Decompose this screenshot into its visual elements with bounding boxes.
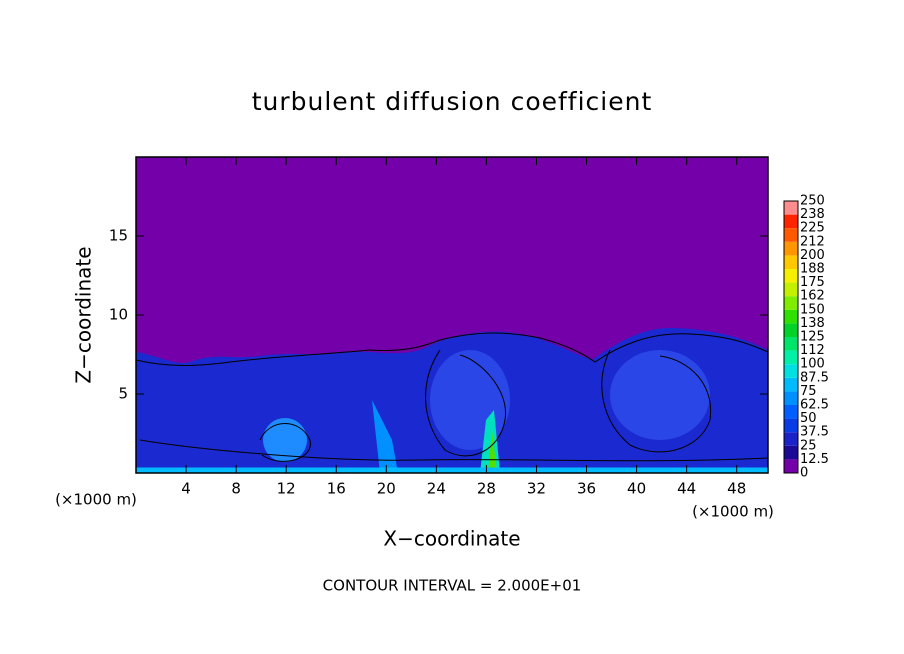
y-tick-label: 10 xyxy=(109,306,128,324)
contour-line xyxy=(425,349,506,457)
chart-title: turbulent diffusion coefficient xyxy=(252,87,653,116)
colorbar-band xyxy=(784,214,798,229)
colorbar-band xyxy=(784,323,798,337)
x-tick-label: 48 xyxy=(727,480,746,498)
contour-line xyxy=(259,423,311,462)
colorbar-label: 238 xyxy=(800,207,825,222)
eddy xyxy=(610,350,710,440)
colorbar-band xyxy=(784,255,798,269)
colorbar-label: 12.5 xyxy=(800,452,829,467)
y-tick-label: 5 xyxy=(118,385,128,403)
eddy xyxy=(263,418,307,462)
colorbar-band xyxy=(784,459,798,473)
colorbar-band xyxy=(784,350,798,365)
colorbar-label: 100 xyxy=(800,357,825,372)
x-tick-label: 12 xyxy=(277,480,296,498)
colorbar-label: 37.5 xyxy=(800,425,829,440)
x-unit-label: (×1000 m) xyxy=(692,503,774,521)
colorbar-band xyxy=(784,269,798,283)
x-tick-label: 28 xyxy=(477,480,496,498)
colorbar-label: 212 xyxy=(800,234,825,249)
colorbar-label: 225 xyxy=(800,221,825,236)
colorbar-band xyxy=(784,405,798,419)
colorbar-band xyxy=(784,445,798,460)
eddy xyxy=(430,350,510,450)
plume xyxy=(372,400,398,473)
colorbar-frame xyxy=(783,200,799,474)
contour-line xyxy=(139,439,769,462)
x-axis-title: X−coordinate xyxy=(383,527,520,551)
colorbar-label: 125 xyxy=(800,330,825,345)
contour-line xyxy=(135,332,769,366)
y-axis-title: Z−coordinate xyxy=(72,246,96,383)
footnote: CONTOUR INTERVAL = 2.000E+01 xyxy=(323,577,582,595)
colorbar-label: 25 xyxy=(800,438,817,453)
contour-line xyxy=(601,349,712,453)
x-tick-label: 36 xyxy=(577,480,596,498)
colorbar-band xyxy=(784,309,798,324)
colorbar-band xyxy=(784,241,798,256)
colorbar-label: 200 xyxy=(800,248,825,263)
colorbar-label: 150 xyxy=(800,302,825,317)
colorbar-band xyxy=(784,391,798,405)
colorbar-label: 87.5 xyxy=(800,370,829,385)
colorbar-label: 50 xyxy=(800,411,817,426)
colorbar-label: 112 xyxy=(800,343,825,358)
x-unit-label: (×1000 m) xyxy=(55,491,137,509)
y-tick-label: 15 xyxy=(109,227,128,245)
colorbar-band xyxy=(784,228,798,242)
colorbar-label: 250 xyxy=(800,194,825,209)
colorbar-band xyxy=(784,296,798,310)
field xyxy=(135,157,769,473)
colorbar-label: 0 xyxy=(800,466,808,481)
colorbar-label: 162 xyxy=(800,289,825,304)
colorbar-band xyxy=(784,337,798,351)
x-tick-label: 32 xyxy=(527,480,546,498)
colorbar-band xyxy=(784,432,798,446)
colorbar-band xyxy=(784,364,798,378)
x-tick-label: 40 xyxy=(627,480,646,498)
x-tick-label: 44 xyxy=(677,480,696,498)
colorbar-label: 175 xyxy=(800,275,825,290)
x-tick-label: 16 xyxy=(327,480,346,498)
colorbar-band xyxy=(784,418,798,433)
x-tick-label: 20 xyxy=(377,480,396,498)
colorbar-label: 62.5 xyxy=(800,398,829,413)
colorbar-band xyxy=(784,282,798,297)
colorbar-band xyxy=(784,377,798,392)
colorbar-band xyxy=(784,201,798,215)
plume xyxy=(488,430,497,473)
x-tick-label: 4 xyxy=(181,480,191,498)
colorbar-label: 75 xyxy=(800,384,817,399)
colorbar-label: 138 xyxy=(800,316,825,331)
colorbar-label: 188 xyxy=(800,262,825,277)
x-tick-label: 24 xyxy=(427,480,446,498)
x-tick-label: 8 xyxy=(231,480,241,498)
